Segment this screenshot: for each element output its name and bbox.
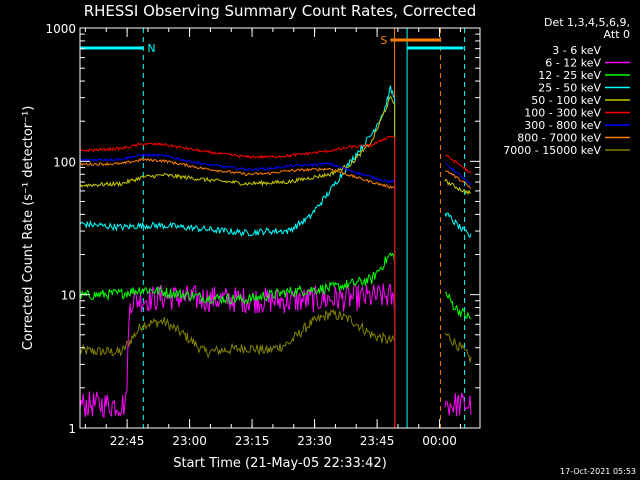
series-line-50-100keV-0 <box>80 95 396 188</box>
series-line-6-12keV-0 <box>80 283 396 419</box>
series-line-12-25keV-1 <box>444 291 472 320</box>
generation-timestamp: 17-Oct-2021 05:53 <box>560 467 636 476</box>
legend-label: 300 - 800 keV <box>524 119 601 132</box>
series-line-100-300keV-1 <box>444 154 472 174</box>
x-tick-label: 23:00 <box>172 434 207 448</box>
series-line-6-12keV-1 <box>444 392 472 417</box>
chart-title: RHESSI Observing Summary Count Rates, Co… <box>84 2 477 20</box>
series-line-100-300keV-0 <box>80 135 395 159</box>
y-tick-label: 10 <box>61 289 76 303</box>
series-line-7000-15000keV-1 <box>444 332 472 363</box>
y-tick-label: 1000 <box>45 22 76 36</box>
legend-header-line1: Det 1,3,4,5,6,9, <box>544 16 630 29</box>
series-line-12-25keV-0 <box>80 252 396 305</box>
saa-flag-label: S <box>380 34 387 47</box>
legend-label: 3 - 6 keV <box>552 44 601 57</box>
series-line-7000-15000keV-0 <box>80 308 396 359</box>
y-tick-label: 1 <box>68 422 76 436</box>
x-tick-label: 00:00 <box>422 434 457 448</box>
series-line-800-7000keV-1 <box>444 170 472 189</box>
legend-label: 100 - 300 keV <box>524 107 601 120</box>
x-axis-label: Start Time (21-May-05 22:33:42) <box>173 456 387 471</box>
x-tick-label: 23:15 <box>235 434 270 448</box>
axes: 1 10 100 1000 22:45 23:00 23:15 23:30 23:45 00:00 <box>45 22 481 448</box>
night-flag-label: N <box>147 42 155 55</box>
series-line-300-800keV-0 <box>80 153 396 184</box>
legend-label: 7000 - 15000 keV <box>503 144 601 157</box>
x-tick-label: 23:45 <box>360 434 395 448</box>
series-line-25-50keV-1 <box>444 212 472 239</box>
legend-header-line2: Att 0 <box>604 28 630 41</box>
series-line-25-50keV-0 <box>80 85 395 238</box>
legend-label: 800 - 7000 keV <box>517 132 601 145</box>
x-tick-label: 23:30 <box>297 434 332 448</box>
legend-label: 50 - 100 keV <box>531 94 601 107</box>
y-tick-label: 100 <box>53 155 76 169</box>
y-axis-label: Corrected Count Rate (s⁻¹ detector⁻¹) <box>21 106 36 351</box>
legend-label: 25 - 50 keV <box>538 82 601 95</box>
series-line-800-7000keV-0 <box>80 157 396 189</box>
legend-label: 12 - 25 keV <box>538 69 601 82</box>
series-line-50-100keV-1 <box>444 178 471 196</box>
series-lines <box>80 85 472 428</box>
legend-label: 6 - 12 keV <box>545 57 601 70</box>
plot-frame <box>79 27 481 429</box>
series-line-300-800keV-1 <box>444 163 472 187</box>
x-tick-label: 22:45 <box>110 434 145 448</box>
